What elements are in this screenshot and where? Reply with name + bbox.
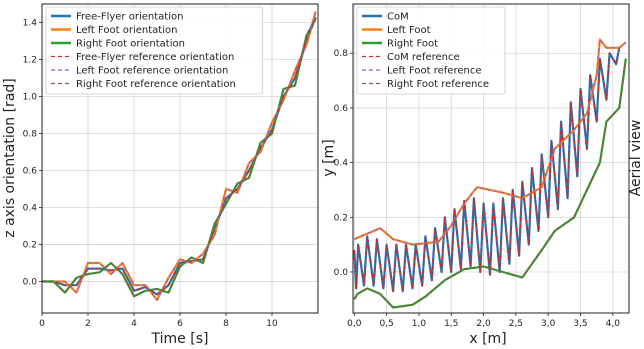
aerial-ytick-label: 0.8 [334,49,349,59]
aerial-chart-ylabel: y [m] [321,139,337,176]
aerial-xtick-label: 3,5 [573,319,587,329]
aerial-chart: x [m] y [m] Aerial view 0,0 0,5 1,0 1,5 2,0 2… [321,3,644,347]
aerial-series-line-5 [353,58,627,309]
aerial-legend-label: Right Foot reference [387,79,489,90]
orientation-xtick-label: 0 [39,319,45,329]
orientation-legend-box [45,6,263,95]
orientation-series-line-4 [42,11,317,301]
orientation-legend: Free-Flyer orientation Left Foot orientat… [45,6,263,95]
aerial-ytick-label: 0.4 [334,159,349,169]
aerial-xtick-label: 2,5 [509,319,523,329]
aerial-legend-label: CoM [387,12,409,23]
orientation-legend-label: Right Foot orientation [76,39,185,50]
aerial-series-line-4 [354,38,627,246]
orientation-ytick-label: 0.2 [23,241,37,251]
orientation-legend-label: Left Foot reference orientation [76,66,228,77]
orientation-xtick-label: 2 [85,319,91,329]
orientation-chart-xlabel: Time [s] [151,331,209,347]
orientation-legend-label: Right Foot reference orientation [76,79,236,90]
orientation-ytick-label: 0.4 [23,204,38,214]
orientation-ytick-label: 0.0 [23,278,38,288]
aerial-ytick-label: 0.6 [334,104,349,114]
orientation-xtick-label: 6 [177,319,183,329]
aerial-xtick-label: 3,0 [541,319,556,329]
aerial-xtick-label: 1,5 [444,319,458,329]
orientation-chart: Time [s] z axis orientation [rad] 0 2 4 6 8 1… [2,3,319,347]
aerial-xtick-label: 4,0 [606,319,621,329]
aerial-legend-label: Left Foot [387,25,431,36]
aerial-xtick-label: 1,0 [412,319,427,329]
orientation-ytick-label: 1.4 [23,19,38,29]
orientation-ytick-label: 1.0 [23,93,38,103]
orientation-ytick-label: 0.6 [23,167,38,177]
aerial-xtick-label: 2,0 [476,319,491,329]
aerial-ytick-label: 0.0 [334,268,349,278]
aerial-xtick-label: 0,0 [347,319,362,329]
aerial-view-label: Aerial view [628,120,644,197]
orientation-chart-ylabel: z axis orientation [rad] [2,78,18,237]
orientation-series-line-3 [42,16,317,296]
aerial-legend-box [356,6,506,95]
aerial-plot-frame [352,3,630,314]
orientation-ytick-label: 1.2 [23,56,37,66]
orientation-legend-label: Free-Flyer reference orientation [76,52,234,63]
aerial-legend-label: Right Foot [387,39,438,50]
aerial-legend-label: CoM reference [387,52,460,63]
orientation-xtick-label: 10 [266,319,278,329]
orientation-ytick-label: 0.8 [23,130,38,140]
orientation-series-line-5 [42,18,317,297]
orientation-xtick-label: 8 [223,319,229,329]
aerial-xtick-label: 0,5 [379,319,393,329]
orientation-xtick-label: 4 [131,319,137,329]
aerial-chart-xlabel: x [m] [469,331,506,347]
aerial-legend: CoM Left Foot Right Foot CoM reference Left … [356,6,506,95]
aerial-series-line-0 [353,47,621,293]
aerial-ytick-label: 0.2 [334,213,348,223]
aerial-legend-label: Left Foot reference [387,66,481,77]
orientation-legend-label: Free-Flyer orientation [76,12,183,23]
orientation-legend-label: Left Foot orientation [76,25,177,36]
